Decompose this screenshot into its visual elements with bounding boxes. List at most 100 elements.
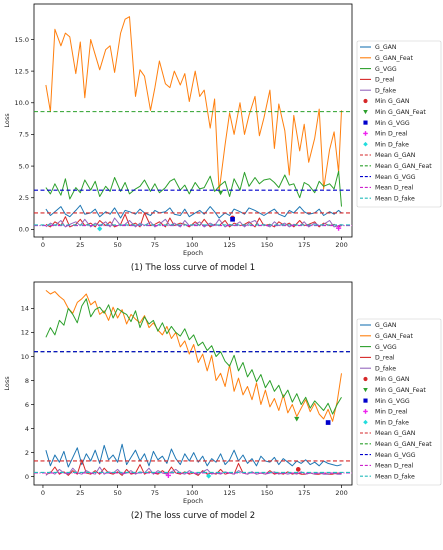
min-marker-min-g-gan-feat <box>218 190 224 196</box>
x-tick-label: 175 <box>298 489 310 497</box>
legend-label-mean-d-real: Mean D_real <box>375 185 414 192</box>
min-marker-min-g-gan-feat <box>294 416 300 422</box>
legend-box <box>356 318 442 486</box>
series-line-g-gan-feat <box>45 290 342 422</box>
series-line-g-gan <box>45 443 342 468</box>
plot-marks <box>34 290 352 479</box>
legend-label-mean-g-gan-feat: Mean G_GAN_Feat <box>375 163 432 170</box>
min-marker-min-g-vgg <box>363 398 368 403</box>
legend-label-min-g-vgg: Min G_VGG <box>375 398 410 405</box>
legend: G_GAN G_GAN_Feat G_VGG D_real D_fake Min G_GA… <box>356 318 442 486</box>
legend-label-mean-d-real: Mean D_real <box>375 463 414 470</box>
min-marker-min-g-gan-feat <box>363 109 368 115</box>
y-tick-label: 0 <box>25 473 29 481</box>
legend: G_GAN G_GAN_Feat G_VGG D_real D_fake Min G_GA… <box>356 40 442 208</box>
legend-label-d-real: D_real <box>375 355 395 362</box>
y-tick-label: 10 <box>21 353 29 361</box>
series-line-d-real <box>45 212 342 228</box>
x-tick-label: 50 <box>113 489 121 497</box>
min-marker-min-d-real <box>363 131 368 136</box>
x-tick-label: 175 <box>298 241 310 249</box>
x-ticks: 0 25 50 75 100 125 150 175 200 <box>41 485 348 497</box>
legend-label-g-vgg: G_VGG <box>375 344 397 351</box>
plot-marks <box>34 16 352 232</box>
x-tick-label: 150 <box>261 241 273 249</box>
legend-label-g-gan: G_GAN <box>375 322 397 329</box>
y-ticks: 0 2 4 6 8 10 12 14 <box>21 305 34 481</box>
min-marker-min-d-fake <box>97 226 103 232</box>
y-tick-label: 8 <box>25 377 29 385</box>
legend-label-min-d-real: Min D_real <box>375 131 408 138</box>
plot-frame <box>33 281 353 486</box>
series-line-g-gan <box>45 204 342 219</box>
min-marker-min-d-fake <box>206 473 212 479</box>
legend-label-d-real: D_real <box>375 77 395 84</box>
legend-label-min-d-fake: Min D_fake <box>375 141 409 148</box>
min-marker-min-d-fake <box>363 419 368 425</box>
legend-label-mean-g-vgg: Mean G_VGG <box>375 174 416 181</box>
x-tick-label: 200 <box>335 489 347 497</box>
plot-frame <box>33 3 353 238</box>
chart-caption: (2) The loss curve of model 2 <box>131 511 255 521</box>
y-ticks: 0.0 2.5 5.0 7.5 10.0 12.5 15.0 <box>15 36 34 234</box>
legend-label-min-d-real: Min D_real <box>375 409 408 416</box>
legend-label-mean-g-gan: Mean G_GAN <box>375 430 416 437</box>
min-marker-min-d-fake <box>363 141 368 147</box>
y-tick-label: 4 <box>25 425 29 433</box>
series-line-g-vgg <box>45 298 342 415</box>
x-tick-label: 75 <box>151 489 159 497</box>
legend-label-min-g-gan: Min G_GAN <box>375 376 410 383</box>
legend-label-mean-g-gan: Mean G_GAN <box>375 152 416 159</box>
y-axis-label: Loss <box>3 376 11 391</box>
min-marker-min-g-vgg <box>230 216 235 222</box>
min-marker-min-g-gan <box>363 376 368 382</box>
y-tick-label: 5.0 <box>19 162 29 170</box>
legend-label-mean-g-vgg: Mean G_VGG <box>375 452 416 459</box>
y-tick-label: 0.0 <box>19 226 29 234</box>
series-line-g-gan-feat <box>45 16 342 192</box>
min-marker-min-g-vgg <box>325 420 331 425</box>
min-marker-min-g-gan <box>295 467 301 472</box>
min-marker-min-g-gan <box>363 98 368 104</box>
x-tick-label: 200 <box>335 241 347 249</box>
y-tick-label: 12 <box>21 329 29 337</box>
x-tick-label: 25 <box>76 489 84 497</box>
min-marker-min-g-vgg <box>363 120 368 125</box>
legend-label-min-d-fake: Min D_fake <box>375 419 409 426</box>
legend-label-g-gan: G_GAN <box>375 44 397 51</box>
x-axis-label: Epoch <box>183 497 203 505</box>
x-tick-label: 75 <box>151 241 159 249</box>
legend-label-min-g-gan-feat: Min G_GAN_Feat <box>375 109 426 116</box>
chart-caption: (1) The loss curve of model 1 <box>131 263 255 273</box>
min-marker-min-d-real <box>165 472 171 478</box>
series-line-g-vgg <box>45 170 342 207</box>
legend-label-g-gan-feat: G_GAN_Feat <box>375 55 413 62</box>
min-marker-min-g-gan-feat <box>363 387 368 393</box>
y-tick-label: 15.0 <box>15 36 29 44</box>
chart-model-1: 0 25 50 75 100 125 150 175 200 0.0 2.5 5.0 7.5 10.0 1… <box>3 3 442 273</box>
legend-label-mean-d-fake: Mean D_fake <box>375 473 415 480</box>
x-tick-label: 125 <box>223 489 235 497</box>
legend-label-d-fake: D_fake <box>375 365 396 372</box>
y-tick-label: 2 <box>25 449 29 457</box>
y-tick-label: 6 <box>25 401 29 409</box>
x-axis-label: Epoch <box>183 249 203 257</box>
chart-model-2: 0 25 50 75 100 125 150 175 200 0 2 4 6 8 10 12 14 Epoch… <box>3 281 442 521</box>
legend-label-min-g-vgg: Min G_VGG <box>375 120 410 127</box>
x-tick-label: 50 <box>113 241 121 249</box>
legend-label-g-vgg: G_VGG <box>375 66 397 73</box>
legend-box <box>356 40 442 208</box>
legend-label-mean-d-fake: Mean D_fake <box>375 195 415 202</box>
y-tick-label: 7.5 <box>19 131 29 139</box>
x-tick-label: 0 <box>41 489 45 497</box>
y-tick-label: 12.5 <box>15 67 29 75</box>
y-axis-label: Loss <box>3 113 11 128</box>
x-tick-label: 150 <box>261 489 273 497</box>
legend-label-g-gan-feat: G_GAN_Feat <box>375 333 413 340</box>
x-ticks: 0 25 50 75 100 125 150 175 200 <box>41 237 348 249</box>
legend-label-d-fake: D_fake <box>375 87 396 94</box>
x-tick-label: 100 <box>186 241 198 249</box>
x-tick-label: 100 <box>186 489 198 497</box>
legend-label-mean-g-gan-feat: Mean G_GAN_Feat <box>375 441 432 448</box>
